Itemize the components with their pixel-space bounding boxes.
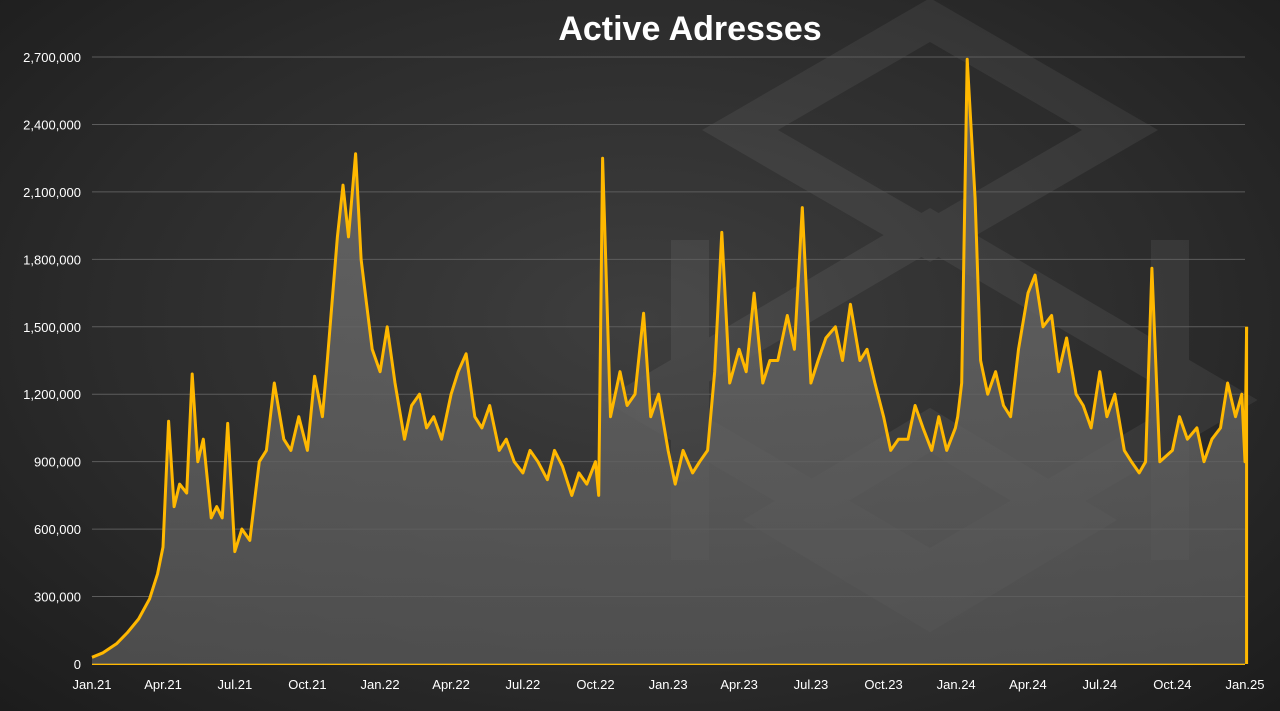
x-tick-label: Jan.24 <box>937 677 976 692</box>
x-tick-label: Jan.22 <box>361 677 400 692</box>
x-tick-label: Jul.22 <box>506 677 541 692</box>
y-tick-label: 1,200,000 <box>23 387 81 402</box>
y-tick-label: 1,500,000 <box>23 320 81 335</box>
x-tick-label: Jul.21 <box>217 677 252 692</box>
x-tick-label: Jul.23 <box>794 677 829 692</box>
y-tick-label: 2,400,000 <box>23 117 81 132</box>
series-line <box>91 57 1249 659</box>
series-area <box>92 59 1247 664</box>
y-tick-label: 1,800,000 <box>23 252 81 267</box>
y-tick-label: 2,100,000 <box>23 185 81 200</box>
x-tick-label: Apr.23 <box>720 677 758 692</box>
y-tick-label: 2,700,000 <box>23 50 81 65</box>
x-tick-label: Jan.21 <box>72 677 111 692</box>
y-tick-label: 900,000 <box>34 455 81 470</box>
x-tick-label: Jan.25 <box>1225 677 1264 692</box>
x-tick-label: Oct.21 <box>288 677 326 692</box>
x-tick-label: Jul.24 <box>1082 677 1117 692</box>
x-tick-label: Jan.23 <box>649 677 688 692</box>
y-tick-label: 300,000 <box>34 590 81 605</box>
x-tick-label: Apr.24 <box>1009 677 1047 692</box>
y-tick-label: 600,000 <box>34 522 81 537</box>
y-tick-label: 0 <box>74 657 81 672</box>
x-tick-label: Apr.21 <box>144 677 182 692</box>
x-tick-label: Oct.24 <box>1153 677 1191 692</box>
chart-title: Active Adresses <box>558 10 821 48</box>
x-tick-label: Oct.23 <box>864 677 902 692</box>
x-tick-label: Apr.22 <box>432 677 470 692</box>
x-tick-label: Oct.22 <box>576 677 614 692</box>
